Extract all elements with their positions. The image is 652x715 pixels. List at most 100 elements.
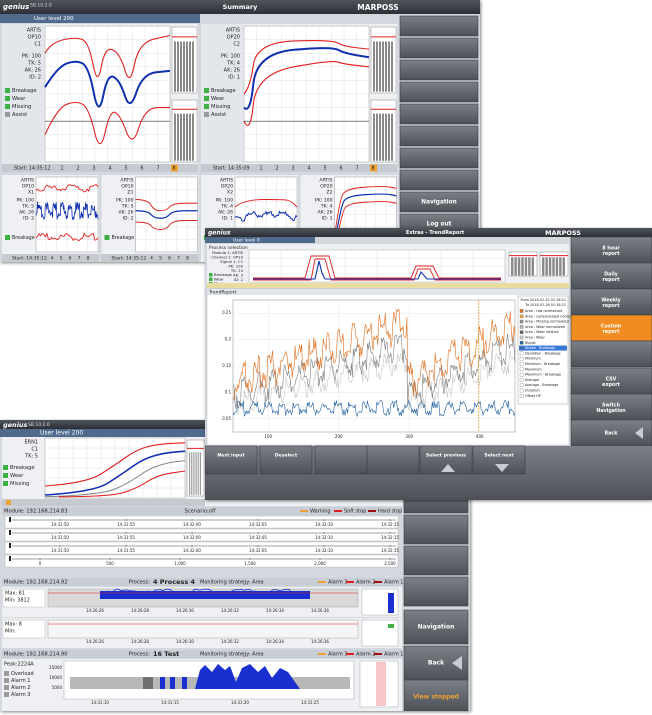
strip-number: 6 bbox=[69, 256, 72, 262]
bottom-button[interactable] bbox=[204, 445, 258, 475]
param: ID: 2 bbox=[29, 75, 41, 81]
sidebar-button[interactable] bbox=[399, 125, 479, 147]
sidebar-button[interactable] bbox=[399, 191, 479, 213]
legend-label: Breakage bbox=[12, 88, 37, 94]
x-tick-label: 200 bbox=[335, 434, 343, 439]
bar bbox=[382, 41, 384, 92]
legend-swatch bbox=[519, 346, 524, 350]
param: TK: 4 bbox=[226, 61, 240, 67]
legend-swatch bbox=[368, 510, 376, 512]
legend-swatch bbox=[519, 314, 524, 319]
sidebar-button[interactable] bbox=[399, 147, 479, 169]
sidebar-button[interactable] bbox=[570, 393, 652, 421]
sidebar-button[interactable] bbox=[570, 262, 652, 290]
sidebar-button[interactable] bbox=[570, 314, 652, 342]
module-header bbox=[2, 650, 402, 658]
bar bbox=[194, 452, 196, 495]
upper-limit bbox=[334, 186, 397, 238]
process-name: 16 Test bbox=[153, 650, 179, 658]
bottom-button-label: Deselect bbox=[275, 453, 298, 459]
sidebar-button[interactable] bbox=[399, 15, 479, 37]
strip-number: 8 bbox=[87, 256, 90, 262]
lower-limit bbox=[243, 61, 370, 126]
bar bbox=[192, 452, 194, 495]
x-tick-label: 100 bbox=[264, 434, 272, 439]
bottom-button[interactable] bbox=[259, 445, 313, 475]
info-line: ARTIS bbox=[319, 178, 332, 184]
legend-label: Area - Wear bbox=[525, 336, 545, 340]
y-tick-label: 0.05 bbox=[222, 416, 231, 421]
time-label: 14:26:36 bbox=[311, 608, 329, 613]
bottom-button[interactable] bbox=[314, 445, 368, 475]
sidebar-button-label: CSV export bbox=[602, 376, 620, 388]
strip-number: 7 bbox=[355, 166, 358, 172]
upper-limit bbox=[135, 199, 198, 212]
bar bbox=[174, 113, 176, 161]
brand: genius bbox=[208, 230, 231, 237]
legend-label: Wear bbox=[12, 96, 26, 102]
blue-block bbox=[160, 677, 165, 689]
signal bbox=[253, 260, 501, 280]
sidebar-button[interactable] bbox=[570, 236, 652, 264]
brand: genius bbox=[3, 3, 29, 11]
legend-swatch bbox=[334, 510, 342, 512]
legend-label: Breakage bbox=[112, 235, 135, 241]
bottom-button[interactable] bbox=[472, 445, 526, 475]
sidebar-button[interactable] bbox=[399, 103, 479, 125]
info-line: AK: 3 bbox=[233, 273, 244, 278]
param: PK: 100 bbox=[215, 198, 233, 204]
strip-number: 4 bbox=[51, 256, 54, 262]
param: AK: 26 bbox=[25, 68, 41, 74]
signal bbox=[35, 201, 99, 220]
sidebar-button-label: Custom report bbox=[601, 323, 621, 335]
sidebar-button[interactable] bbox=[399, 169, 479, 191]
lower-limit bbox=[253, 258, 501, 281]
sidebar-button[interactable] bbox=[403, 514, 469, 545]
legend-swatch bbox=[300, 510, 308, 512]
sidebar-button[interactable] bbox=[403, 609, 469, 645]
bar bbox=[528, 257, 531, 276]
legend-swatch bbox=[5, 104, 10, 109]
legend-swatch bbox=[209, 273, 213, 277]
sidebar-button[interactable] bbox=[403, 679, 469, 712]
bar bbox=[511, 257, 514, 276]
legend-label: Missing bbox=[10, 481, 29, 487]
legend-swatch bbox=[519, 325, 524, 329]
dark-block bbox=[143, 677, 153, 689]
sidebar-button[interactable] bbox=[399, 59, 479, 81]
info-line: C1 bbox=[31, 447, 38, 453]
upper-limit bbox=[44, 442, 186, 487]
info-line: ARTIS bbox=[27, 28, 41, 34]
param: TK: 5 bbox=[27, 61, 41, 67]
current-marker bbox=[6, 500, 11, 505]
sidebar-button[interactable] bbox=[403, 576, 469, 607]
sidebar-button-label: Back bbox=[428, 660, 445, 667]
scale-label: 2,000 bbox=[314, 561, 326, 566]
lower-limit bbox=[35, 232, 99, 242]
bar bbox=[388, 113, 390, 161]
sidebar-button[interactable] bbox=[399, 81, 479, 103]
sidebar-button[interactable] bbox=[570, 288, 652, 316]
bottom-button-label: Select previous bbox=[426, 453, 466, 459]
blue-block bbox=[182, 677, 187, 689]
lower-limit bbox=[44, 101, 170, 145]
legend-label: Breakage bbox=[214, 272, 233, 277]
info-line: OP10 bbox=[22, 184, 34, 190]
sidebar-button[interactable] bbox=[399, 37, 479, 59]
strip-number: 3 bbox=[92, 166, 95, 172]
sidebar-button[interactable] bbox=[403, 545, 469, 576]
info-line: X1 bbox=[28, 190, 34, 196]
legend-label: Wear bbox=[10, 473, 24, 479]
legend-swatch bbox=[519, 383, 524, 387]
arrow-down bbox=[495, 464, 509, 472]
bottom-button[interactable] bbox=[366, 445, 420, 475]
current-marker bbox=[370, 164, 377, 172]
bar bbox=[391, 113, 393, 161]
legend-swatch bbox=[209, 277, 213, 281]
strip-number: 7 bbox=[177, 256, 180, 262]
bottom-button-label: Select next bbox=[484, 453, 514, 459]
sidebar-button-label: Weekly report bbox=[601, 297, 621, 309]
time-label: 14:31:10 bbox=[91, 700, 109, 705]
info-column bbox=[201, 24, 243, 164]
